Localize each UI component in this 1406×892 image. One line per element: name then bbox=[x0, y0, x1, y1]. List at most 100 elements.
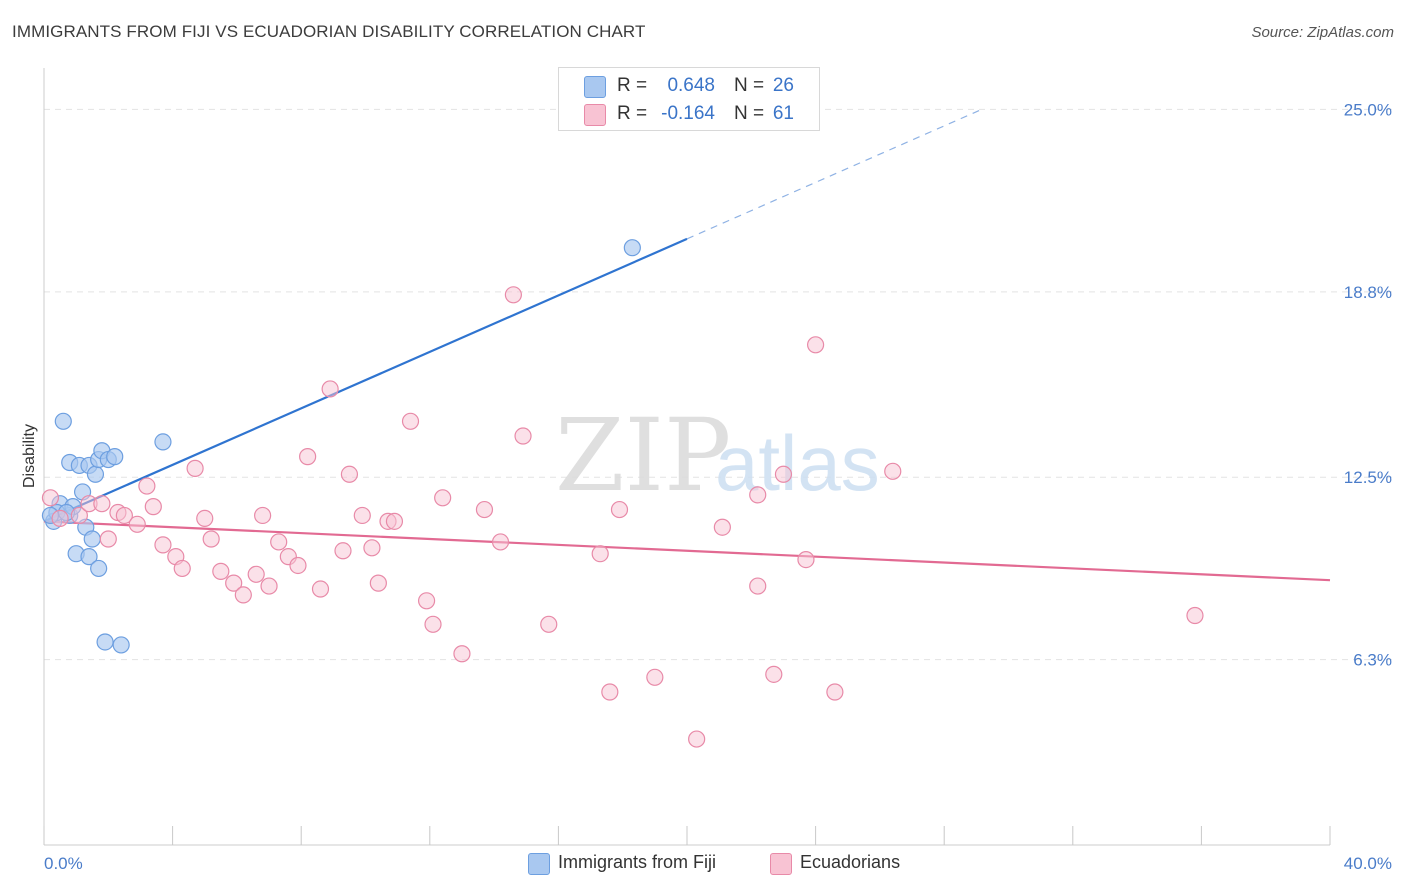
point-ecuadorian bbox=[1186, 606, 1204, 625]
point-ecuadorian bbox=[128, 515, 146, 533]
point-ecuadorian bbox=[186, 459, 204, 477]
point-ecuadorian bbox=[826, 683, 844, 701]
point-fiji bbox=[96, 633, 114, 651]
x-tick-label-max: 40.0% bbox=[1344, 854, 1392, 873]
point-ecuadorian bbox=[154, 536, 172, 554]
point-fiji bbox=[154, 433, 172, 451]
point-ecuadorian bbox=[424, 615, 442, 633]
point-fiji bbox=[54, 412, 72, 430]
point-ecuadorian bbox=[475, 500, 494, 519]
point-ecuadorian bbox=[299, 448, 317, 466]
y-tick-label: 18.8% bbox=[1344, 283, 1392, 302]
chart-title: IMMIGRANTS FROM FIJI VS ECUADORIAN DISAB… bbox=[12, 22, 646, 41]
watermark-atlas: atlas bbox=[715, 419, 880, 507]
point-ecuadorian bbox=[765, 665, 783, 683]
point-ecuadorian bbox=[93, 495, 111, 513]
legend-r-label: R = bbox=[617, 75, 648, 96]
trend-line-fiji-extension bbox=[686, 108, 984, 240]
point-ecuadorian bbox=[247, 565, 265, 583]
point-fiji bbox=[623, 239, 641, 257]
point-ecuadorian bbox=[749, 486, 767, 504]
bottom-legend-swatch-ecuadorians bbox=[770, 853, 792, 875]
point-ecuadorian bbox=[289, 556, 307, 575]
point-fiji bbox=[86, 465, 105, 483]
legend-r-value: 0.648 bbox=[667, 75, 715, 96]
point-ecuadorian bbox=[321, 380, 339, 398]
legend-n-label: N = bbox=[734, 103, 765, 124]
x-tick-label-min: 0.0% bbox=[44, 854, 83, 873]
trend-lines bbox=[43, 108, 1331, 582]
point-ecuadorian bbox=[713, 518, 731, 536]
point-ecuadorian bbox=[115, 506, 133, 525]
legend-row-fiji: R = 0.648 N = 26 bbox=[559, 72, 819, 100]
point-ecuadorian bbox=[540, 615, 558, 633]
y-tick-label: 25.0% bbox=[1344, 100, 1392, 119]
point-ecuadorian bbox=[70, 506, 88, 525]
point-ecuadorian bbox=[138, 477, 156, 495]
bottom-legend-swatch-fiji bbox=[528, 853, 550, 875]
point-ecuadorian bbox=[453, 645, 471, 663]
bottom-legend-label-fiji: Immigrants from Fiji bbox=[558, 852, 717, 872]
legend-row-ecuadorians: R = -0.164 N = 61 bbox=[559, 100, 819, 128]
point-ecuadorian bbox=[99, 530, 117, 548]
y-tick-label: 12.5% bbox=[1344, 468, 1392, 487]
point-fiji bbox=[80, 548, 98, 566]
legend-n-value: 26 bbox=[772, 75, 794, 96]
point-ecuadorian bbox=[234, 586, 252, 604]
grid-lines bbox=[44, 108, 1392, 661]
point-ecuadorian bbox=[591, 545, 609, 563]
point-ecuadorian bbox=[491, 533, 510, 551]
point-ecuadorian bbox=[363, 539, 381, 557]
point-ecuadorian bbox=[884, 462, 902, 480]
axes bbox=[43, 68, 1331, 846]
point-ecuadorian bbox=[434, 489, 452, 507]
point-fiji bbox=[112, 636, 130, 654]
point-fiji bbox=[83, 530, 101, 548]
point-ecuadorian bbox=[385, 512, 404, 530]
point-ecuadorian bbox=[688, 730, 706, 748]
point-ecuadorian bbox=[401, 412, 420, 430]
tick-labels: 6.3% 12.5% 18.8% 25.0% 0.0% 40.0% bbox=[44, 100, 1392, 873]
trend-line-ecuadorians bbox=[43, 520, 1331, 582]
point-ecuadorian bbox=[144, 498, 162, 516]
point-ecuadorian bbox=[202, 530, 220, 548]
point-fiji bbox=[106, 448, 124, 466]
watermark-zip: ZIP bbox=[555, 397, 731, 514]
legend-n-label: N = bbox=[734, 75, 765, 96]
y-tick-label: 6.3% bbox=[1353, 651, 1392, 670]
watermark: ZIP atlas bbox=[555, 397, 880, 514]
point-ecuadorian bbox=[749, 577, 767, 595]
legend-swatch-ecuadorians bbox=[584, 104, 606, 126]
point-ecuadorian bbox=[51, 509, 69, 528]
point-ecuadorian bbox=[806, 336, 825, 354]
point-ecuadorian bbox=[353, 506, 371, 525]
legend-r-label: R = bbox=[617, 103, 648, 124]
point-ecuadorian bbox=[504, 286, 522, 304]
point-ecuadorian bbox=[173, 559, 191, 578]
source-label: Source: ZipAtlas.com bbox=[1251, 24, 1394, 41]
point-ecuadorian bbox=[311, 580, 330, 598]
correlation-legend: R = 0.648 N = 26 R = -0.164 N = 61 bbox=[558, 67, 820, 131]
point-ecuadorian bbox=[417, 592, 436, 610]
point-ecuadorian bbox=[340, 465, 359, 483]
data-points bbox=[41, 239, 1204, 748]
bottom-legend-label-ecuadorians: Ecuadorians bbox=[800, 852, 901, 872]
point-ecuadorian bbox=[646, 668, 664, 686]
point-ecuadorian bbox=[225, 574, 243, 592]
point-ecuadorian bbox=[212, 562, 230, 580]
point-ecuadorian bbox=[514, 427, 532, 445]
point-ecuadorian bbox=[334, 542, 352, 560]
legend-r-value: -0.164 bbox=[661, 103, 715, 124]
point-ecuadorian bbox=[270, 533, 288, 551]
legend-n-value: 61 bbox=[772, 103, 794, 124]
point-ecuadorian bbox=[610, 500, 629, 519]
point-ecuadorian bbox=[797, 550, 815, 569]
trend-line-fiji bbox=[43, 237, 688, 523]
point-ecuadorian bbox=[254, 506, 272, 525]
point-fiji bbox=[90, 559, 108, 578]
point-ecuadorian bbox=[369, 574, 387, 592]
point-ecuadorian bbox=[41, 489, 60, 507]
point-ecuadorian bbox=[774, 465, 793, 483]
point-ecuadorian bbox=[601, 683, 619, 701]
